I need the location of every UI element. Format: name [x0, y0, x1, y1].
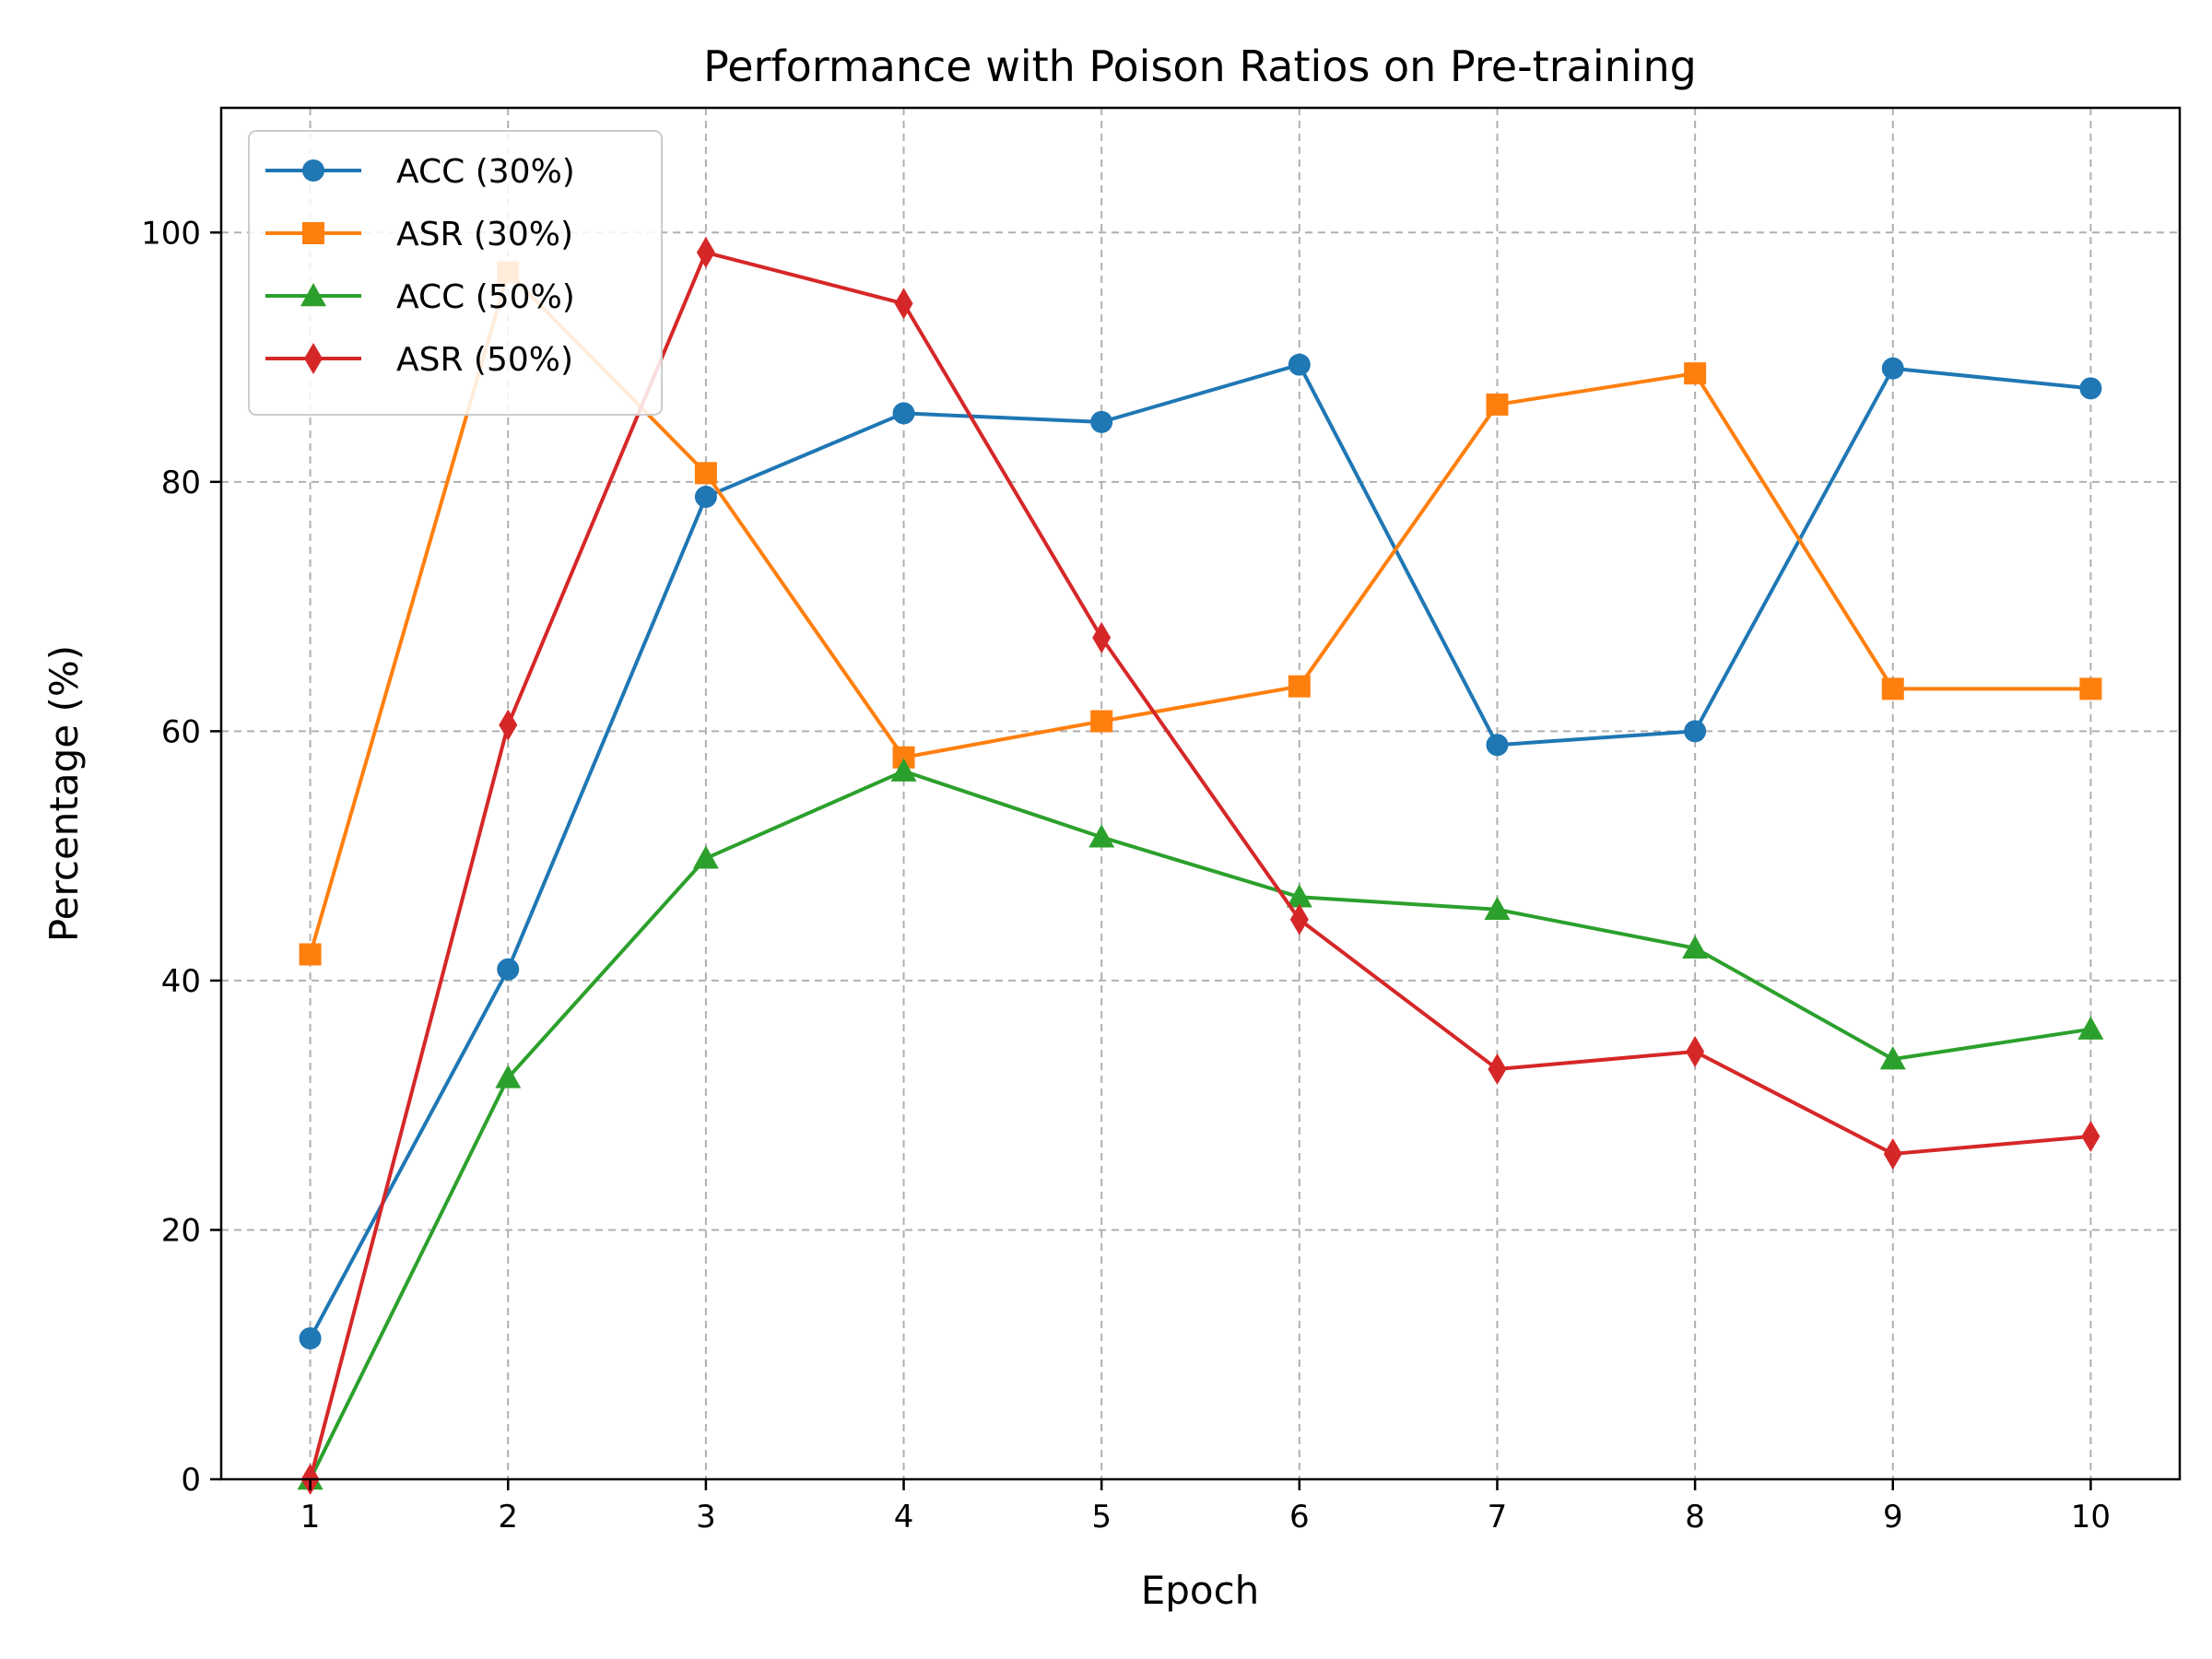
data-point: [1286, 884, 1312, 908]
data-point: [1288, 353, 1311, 376]
data-point: [1883, 1137, 1902, 1170]
data-point: [696, 236, 715, 268]
chart-title: Performance with Poison Ratios on Pre-tr…: [703, 41, 1697, 91]
data-point: [1684, 362, 1707, 385]
data-point: [1090, 410, 1113, 433]
legend-marker: [302, 159, 324, 182]
data-point: [1881, 677, 1904, 700]
data-point: [1486, 734, 1509, 757]
data-point: [2079, 377, 2102, 400]
legend-label: ACC (30%): [396, 153, 575, 191]
legend-marker: [302, 222, 324, 244]
x-tick-label: 9: [1883, 1499, 1903, 1535]
x-tick-label: 6: [1289, 1499, 1310, 1535]
series-line: [308, 362, 2091, 1340]
x-tick-label: 10: [2071, 1499, 2111, 1535]
x-tick-label: 5: [1091, 1499, 1112, 1535]
x-tick-label: 1: [300, 1499, 321, 1535]
series-line: [308, 250, 2091, 1480]
data-point: [1486, 393, 1509, 416]
y-tick-label: 20: [161, 1212, 201, 1249]
x-tick-label: 4: [894, 1499, 914, 1535]
legend: ACC (30%) ASR (30%) ACC (50%) ASR (50%): [248, 130, 663, 416]
y-tick-label: 100: [141, 215, 201, 252]
legend-marker: [304, 343, 323, 374]
data-point: [892, 402, 915, 425]
data-point: [1090, 710, 1113, 733]
data-point: [1289, 903, 1309, 935]
legend-label: ASR (30%): [396, 216, 573, 253]
x-axis-ticks: 1 2 3 4 5 6 7 8 9 10: [300, 1479, 2111, 1535]
y-axis-label: Percentage (%): [41, 645, 87, 942]
data-point: [1682, 935, 1709, 959]
series-line: [308, 769, 2091, 1480]
legend-label: ACC (50%): [396, 278, 575, 316]
x-tick-label: 8: [1685, 1499, 1705, 1535]
data-point: [1288, 675, 1311, 698]
legend-item: ASR (50%): [265, 341, 573, 379]
legend-item: ACC (30%): [265, 153, 575, 191]
data-point: [497, 958, 520, 981]
y-tick-label: 0: [181, 1462, 201, 1499]
data-point: [694, 486, 717, 509]
data-point: [890, 758, 917, 782]
legend-marker: [300, 283, 326, 307]
legend-box: [248, 130, 663, 416]
data-point: [694, 462, 717, 485]
data-point: [2077, 1016, 2104, 1040]
legend-item: ACC (50%): [265, 278, 575, 316]
data-point: [1488, 1053, 1507, 1085]
series-1: [299, 353, 2102, 1350]
y-tick-label: 60: [161, 713, 201, 750]
legend-label: ASR (50%): [396, 341, 573, 379]
data-point: [1684, 720, 1707, 743]
data-point: [894, 288, 913, 320]
data-point: [2079, 677, 2102, 700]
legend-item: ASR (30%): [265, 216, 573, 253]
data-point: [1881, 357, 1904, 380]
data-point: [499, 709, 518, 741]
data-point: [692, 845, 719, 869]
x-tick-label: 3: [696, 1499, 716, 1535]
data-point: [495, 1065, 522, 1088]
data-point: [1092, 621, 1112, 653]
x-tick-label: 7: [1488, 1499, 1508, 1535]
data-point: [1686, 1036, 1705, 1068]
x-tick-label: 2: [498, 1499, 518, 1535]
data-point: [1879, 1046, 1906, 1070]
data-point: [299, 943, 322, 966]
plot-frame: [219, 106, 2182, 1481]
x-axis-label: Epoch: [1141, 1568, 1260, 1613]
y-tick-label: 40: [161, 963, 201, 1000]
y-tick-label: 80: [161, 465, 201, 501]
data-point: [299, 1327, 322, 1350]
data-point: [1484, 896, 1511, 921]
y-axis-ticks: 0 20 40 60 80 100: [141, 215, 221, 1499]
data-point: [1088, 824, 1115, 848]
data-point: [2081, 1121, 2100, 1152]
